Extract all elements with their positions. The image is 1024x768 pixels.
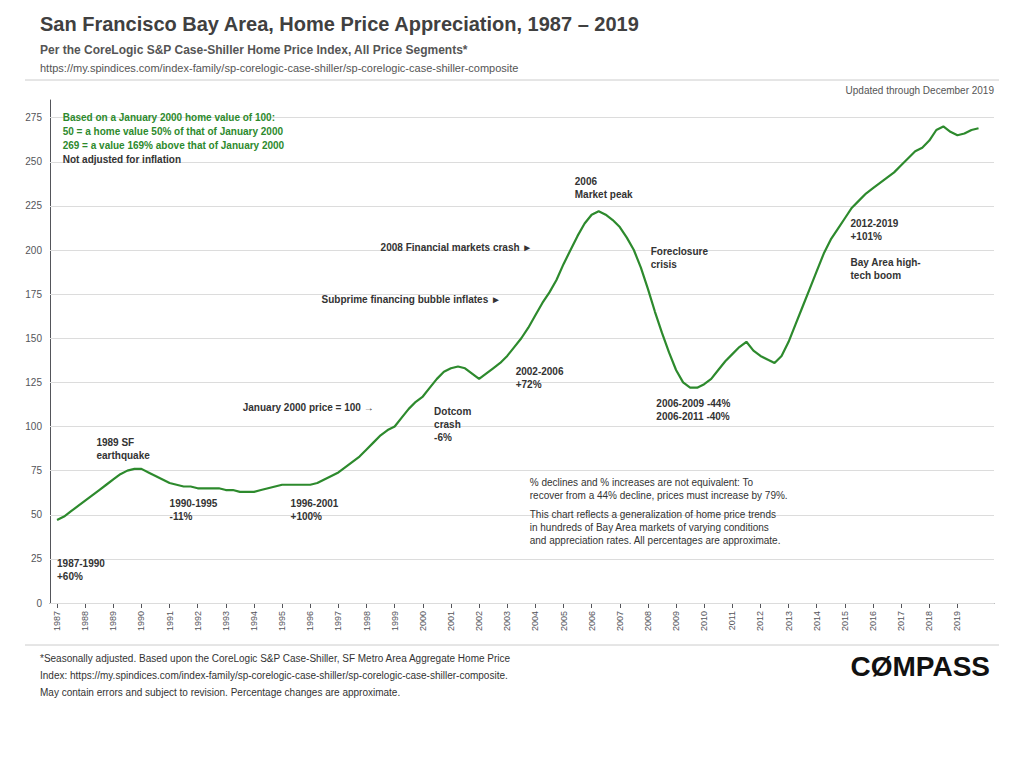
- svg-text:50 = a home value 50% of that: 50 = a home value 50% of that of January…: [63, 126, 284, 137]
- svg-text:2000: 2000: [418, 611, 428, 631]
- svg-text:225: 225: [25, 200, 42, 211]
- svg-text:Updated through December 2019: Updated through December 2019: [846, 85, 995, 96]
- svg-text:50: 50: [31, 509, 43, 520]
- svg-text:2016: 2016: [868, 611, 878, 631]
- svg-text:2009: 2009: [671, 611, 681, 631]
- svg-text:200: 200: [25, 245, 42, 256]
- svg-text:1991: 1991: [165, 611, 175, 631]
- svg-text:May contain errors and subject: May contain errors and subject to revisi…: [40, 687, 400, 698]
- svg-text:1992: 1992: [193, 611, 203, 631]
- svg-text:crisis: crisis: [651, 259, 678, 270]
- svg-text:2018: 2018: [924, 611, 934, 631]
- svg-text:recover from a 44% decline, pr: recover from a 44% decline, prices must …: [530, 490, 788, 501]
- svg-text:25: 25: [31, 553, 43, 564]
- svg-text:2002: 2002: [474, 611, 484, 631]
- svg-text:1989: 1989: [108, 611, 118, 631]
- svg-text:-6%: -6%: [434, 432, 452, 443]
- svg-text:2002-2006: 2002-2006: [516, 366, 564, 377]
- svg-text:100: 100: [25, 421, 42, 432]
- svg-text:tech boom: tech boom: [851, 270, 902, 281]
- svg-text:125: 125: [25, 377, 42, 388]
- svg-text:1993: 1993: [221, 611, 231, 631]
- svg-text:Index: https://my.spindices.co: Index: https://my.spindices.com/index-fa…: [40, 670, 508, 681]
- svg-text:and appreciation rates. All pe: and appreciation rates. All percentages …: [530, 535, 781, 546]
- svg-text:+100%: +100%: [291, 511, 323, 522]
- svg-text:1996: 1996: [305, 611, 315, 631]
- svg-text:2013: 2013: [784, 611, 794, 631]
- svg-text:2006: 2006: [575, 176, 598, 187]
- svg-text:Based on a January 2000 home v: Based on a January 2000 home value of 10…: [63, 112, 275, 123]
- svg-text:1997: 1997: [333, 611, 343, 631]
- svg-text:2019: 2019: [952, 611, 962, 631]
- svg-text:1987-1990: 1987-1990: [57, 558, 105, 569]
- svg-text:2015: 2015: [840, 611, 850, 631]
- svg-text:Per the CoreLogic S&P Case-Shi: Per the CoreLogic S&P Case-Shiller Home …: [40, 43, 468, 57]
- svg-text:1994: 1994: [249, 611, 259, 631]
- svg-text:150: 150: [25, 333, 42, 344]
- svg-text:This chart reflects a generali: This chart reflects a generalization of …: [530, 509, 776, 520]
- svg-text:2014: 2014: [812, 611, 822, 631]
- svg-text:1989 SF: 1989 SF: [96, 437, 134, 448]
- svg-text:2006-2009 -44%: 2006-2009 -44%: [656, 398, 730, 409]
- svg-text:2012-2019: 2012-2019: [851, 218, 899, 229]
- svg-text:2007: 2007: [615, 611, 625, 631]
- svg-text:1987: 1987: [52, 611, 62, 631]
- svg-text:Not adjusted for inflation: Not adjusted for inflation: [63, 154, 181, 165]
- svg-text:2003: 2003: [502, 611, 512, 631]
- svg-text:Subprime financing bubble infl: Subprime financing bubble inflates ►: [322, 294, 501, 305]
- svg-text:2012: 2012: [755, 611, 765, 631]
- svg-text:75: 75: [31, 465, 43, 476]
- svg-text:*Seasonally adjusted. Based up: *Seasonally adjusted. Based upon the Cor…: [40, 653, 511, 664]
- svg-text:+60%: +60%: [57, 571, 83, 582]
- svg-text:https://my.spindices.com/index: https://my.spindices.com/index-family/sp…: [40, 62, 518, 74]
- svg-text:2008: 2008: [643, 611, 653, 631]
- svg-text:Dotcom: Dotcom: [434, 406, 471, 417]
- svg-text:1999: 1999: [390, 611, 400, 631]
- svg-text:250: 250: [25, 156, 42, 167]
- svg-text:San Francisco Bay Area, Home P: San Francisco Bay Area, Home Price Appre…: [40, 13, 639, 35]
- svg-text:1990: 1990: [136, 611, 146, 631]
- svg-text:275: 275: [25, 112, 42, 123]
- svg-text:earthquake: earthquake: [96, 450, 150, 461]
- svg-text:2010: 2010: [699, 611, 709, 631]
- svg-text:1996-2001: 1996-2001: [291, 498, 339, 509]
- svg-text:2001: 2001: [446, 611, 456, 631]
- svg-text:January 2000 price = 100 →: January 2000 price = 100 →: [243, 402, 374, 413]
- svg-text:in hundreds of Bay Area market: in hundreds of Bay Area markets of varyi…: [530, 522, 769, 533]
- svg-text:269 = a value 169% above that: 269 = a value 169% above that of January…: [63, 140, 285, 151]
- svg-text:Foreclosure: Foreclosure: [651, 246, 709, 257]
- svg-text:0: 0: [36, 598, 42, 609]
- svg-text:2005: 2005: [559, 611, 569, 631]
- svg-text:2008 Financial markets crash ►: 2008 Financial markets crash ►: [381, 242, 533, 253]
- svg-text:% declines and % increases are: % declines and % increases are not equiv…: [530, 477, 754, 488]
- svg-text:crash: crash: [434, 419, 461, 430]
- svg-text:1988: 1988: [80, 611, 90, 631]
- svg-text:2004: 2004: [530, 611, 540, 631]
- svg-text:2006: 2006: [587, 611, 597, 631]
- svg-text:1998: 1998: [362, 611, 372, 631]
- svg-text:+101%: +101%: [851, 231, 883, 242]
- svg-text:CØMPASS: CØMPASS: [851, 651, 991, 682]
- svg-text:1995: 1995: [277, 611, 287, 631]
- svg-text:Market peak: Market peak: [575, 189, 633, 200]
- svg-text:1990-1995: 1990-1995: [170, 498, 218, 509]
- svg-text:175: 175: [25, 289, 42, 300]
- svg-text:-11%: -11%: [170, 511, 193, 522]
- svg-text:2006-2011 -40%: 2006-2011 -40%: [656, 411, 730, 422]
- svg-text:2017: 2017: [896, 611, 906, 631]
- svg-text:+72%: +72%: [516, 379, 542, 390]
- svg-text:Bay Area high-: Bay Area high-: [851, 257, 921, 268]
- svg-text:2011: 2011: [727, 611, 737, 630]
